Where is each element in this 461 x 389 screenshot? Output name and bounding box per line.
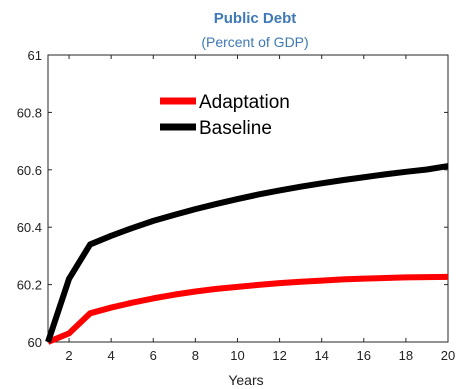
y-tick-label: 60.8 [17, 105, 42, 120]
legend-label-baseline: Baseline [199, 118, 272, 139]
y-tick-label: 61 [28, 48, 42, 63]
y-tick-label: 60 [28, 335, 42, 350]
x-tick-label: 16 [357, 348, 371, 363]
series-line-adaptation [46, 273, 449, 345]
x-tick-label: 20 [441, 348, 455, 363]
plot-frame [47, 54, 449, 343]
x-tick-label: 10 [230, 348, 244, 363]
y-tick-label: 60.6 [17, 163, 42, 178]
chart-subtitle: (Percent of GDP) [201, 34, 308, 50]
legend: Adaptation Baseline [160, 92, 290, 139]
series-line-baseline [45, 163, 449, 343]
x-tick-label: 4 [108, 348, 115, 363]
axes-group: 60 60.2 60.4 60.6 60.8 61 2 4 6 8 10 12 14 16 18 20 [17, 48, 456, 363]
x-tick-label: 12 [272, 348, 286, 363]
x-tick-label: 8 [192, 348, 199, 363]
x-axis-label: Years [228, 372, 263, 388]
y-tick-label: 60.2 [17, 278, 42, 293]
x-tick-label: 6 [150, 348, 157, 363]
y-tick-label: 60.4 [17, 220, 42, 235]
x-tick-label: 14 [314, 348, 328, 363]
chart-title: Public Debt [214, 10, 297, 27]
x-tick-label: 18 [399, 348, 413, 363]
series-group [45, 163, 449, 345]
x-tick-label: 2 [65, 348, 72, 363]
legend-label-adaptation: Adaptation [199, 92, 290, 113]
